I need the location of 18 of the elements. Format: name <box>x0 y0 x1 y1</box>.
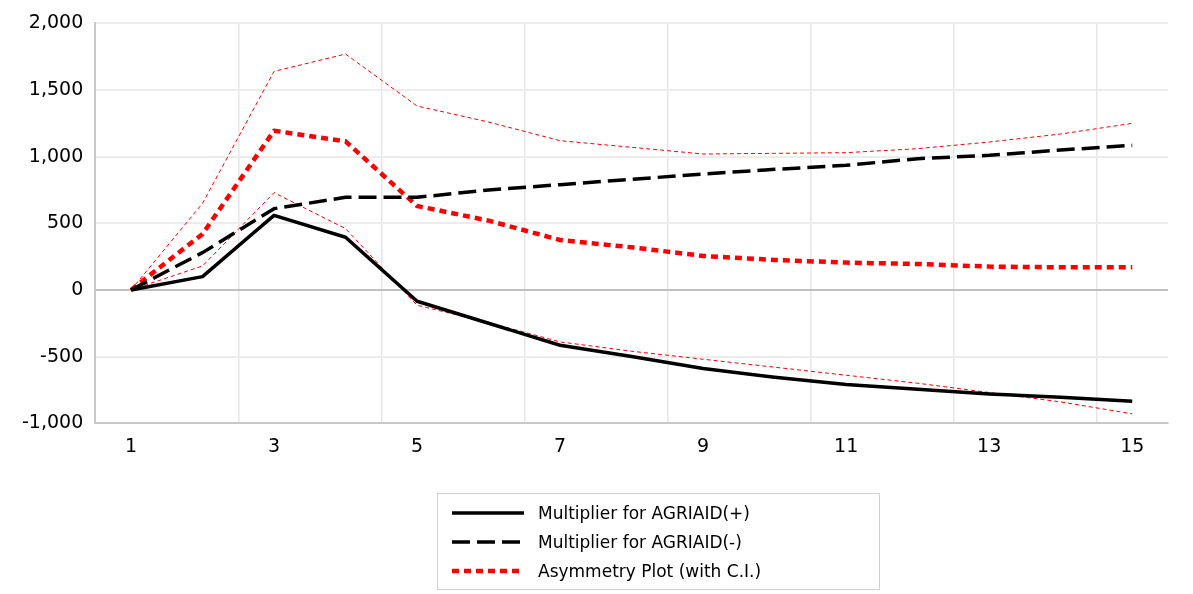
x-tick-label: 7 <box>554 433 567 456</box>
y-tick-label: 500 <box>46 210 84 233</box>
x-tick-label: 5 <box>411 433 424 456</box>
y-tick-label: 2,000 <box>28 10 84 33</box>
y-tick-label: 0 <box>71 276 84 299</box>
x-tick-label: 9 <box>697 433 710 456</box>
x-tick-label: 15 <box>1120 433 1145 456</box>
x-tick-label: 3 <box>267 433 281 456</box>
legend-label: Asymmetry Plot (with C.I.) <box>538 560 762 581</box>
y-tick-label: 1,000 <box>28 143 84 166</box>
legend-label: Multiplier for AGRIAID(-) <box>538 531 742 552</box>
legend-label: Multiplier for AGRIAID(+) <box>538 502 750 523</box>
y-tick-label: -500 <box>40 343 84 366</box>
y-tick-label: -1,000 <box>22 410 84 433</box>
x-tick-label: 13 <box>977 433 1002 456</box>
y-tick-label: 1,500 <box>28 76 84 99</box>
x-tick-label: 11 <box>834 433 859 456</box>
x-tick-label: 1 <box>124 433 138 456</box>
